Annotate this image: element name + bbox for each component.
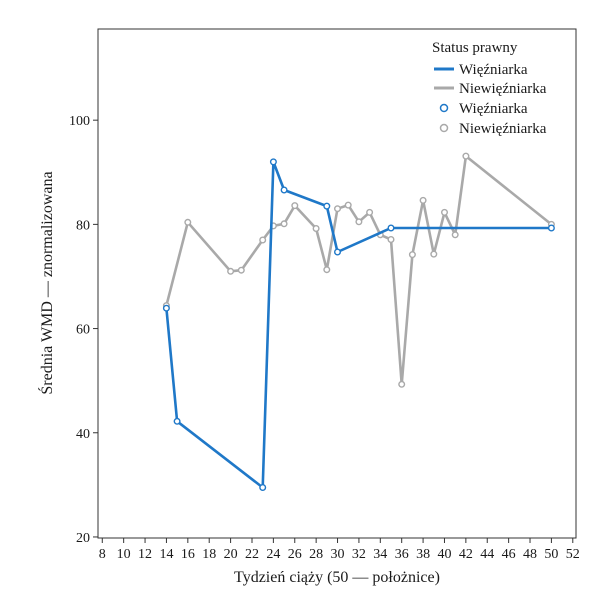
data-point-niewiezniarka (291, 202, 299, 210)
x-tick-label: 10 (117, 547, 131, 562)
x-tick-label: 34 (373, 547, 387, 562)
x-tick-label: 32 (352, 547, 366, 562)
data-point-niewiezniarka (184, 218, 192, 226)
data-point-niewiezniarka (334, 205, 342, 213)
y-axis-title: Średnia WMD — znormalizowana (37, 171, 56, 394)
y-tick-label: 100 (69, 114, 90, 129)
legend: Status prawny Więźniarka Niewięźniarka W… (432, 40, 547, 137)
x-tick-label: 44 (480, 547, 494, 562)
x-tick-label: 20 (224, 547, 238, 562)
data-point-niewiezniarka (237, 266, 245, 274)
data-point-wiezniarka (173, 417, 181, 425)
x-tick-label: 48 (523, 547, 537, 562)
x-tick-label: 26 (288, 547, 302, 562)
x-tick-label: 36 (395, 547, 409, 562)
data-point-niewiezniarka (419, 196, 427, 204)
x-axis-ticks: 8 10 12 14 16 18 20 22 24 26 28 30 32 34 36 38 40 42 44 46 4… (99, 538, 580, 562)
x-tick-label: 50 (544, 547, 558, 562)
plot-area (97, 28, 577, 539)
x-tick-label: 28 (309, 547, 323, 562)
data-point-wiezniarka (269, 158, 277, 166)
x-tick-label: 12 (138, 547, 152, 562)
legend-line-label-niewiezniarka: Niewięźniarka (459, 81, 547, 97)
data-point-niewiezniarka (366, 208, 374, 216)
x-tick-label: 40 (437, 547, 451, 562)
data-point-niewiezniarka (355, 218, 363, 226)
legend-marker-swatch-niewiezniarka (439, 123, 449, 133)
x-tick-label: 18 (202, 547, 216, 562)
data-point-wiezniarka (259, 484, 267, 492)
data-point-niewiezniarka (451, 231, 459, 239)
data-point-niewiezniarka (259, 236, 267, 244)
data-point-wiezniarka (387, 224, 395, 232)
data-point-niewiezniarka (430, 250, 438, 258)
data-point-niewiezniarka (462, 152, 470, 160)
x-tick-label: 22 (245, 547, 259, 562)
legend-line-label-wiezniarka: Więźniarka (459, 62, 528, 78)
data-point-niewiezniarka (312, 224, 320, 232)
series-layer (162, 152, 555, 492)
data-point-wiezniarka (334, 248, 342, 256)
data-point-wiezniarka (280, 186, 288, 194)
x-axis-title: Tydzień ciąży (50 — położnice) (234, 569, 440, 586)
data-point-niewiezniarka (408, 251, 416, 259)
data-point-wiezniarka (323, 202, 331, 210)
data-point-niewiezniarka (227, 267, 235, 275)
legend-marker-swatch-wiezniarka (439, 103, 449, 113)
y-tick-label: 40 (76, 427, 90, 442)
x-tick-label: 16 (181, 547, 195, 562)
x-tick-label: 42 (459, 547, 473, 562)
data-point-wiezniarka (547, 224, 555, 232)
y-tick-label: 20 (76, 531, 90, 546)
data-point-wiezniarka (162, 304, 170, 312)
data-point-niewiezniarka (441, 208, 449, 216)
y-axis-ticks: 20 40 60 80 100 (69, 114, 98, 546)
data-point-niewiezniarka (398, 380, 406, 388)
x-tick-label: 14 (159, 547, 173, 562)
x-tick-label: 46 (502, 547, 516, 562)
legend-title: Status prawny (432, 40, 518, 56)
data-point-niewiezniarka (344, 201, 352, 209)
legend-marker-label-niewiezniarka: Niewięźniarka (459, 121, 547, 137)
legend-marker-label-wiezniarka: Więźniarka (459, 101, 528, 117)
series-line-niewiezniarka (165, 154, 553, 386)
x-tick-label: 52 (566, 547, 580, 562)
data-point-niewiezniarka (323, 266, 331, 274)
x-tick-label: 30 (331, 547, 345, 562)
x-tick-label: 38 (416, 547, 430, 562)
y-tick-label: 60 (76, 323, 90, 338)
y-tick-label: 80 (76, 218, 90, 233)
data-point-niewiezniarka (387, 235, 395, 243)
x-tick-label: 8 (99, 547, 106, 562)
data-point-niewiezniarka (280, 220, 288, 228)
x-tick-label: 24 (266, 547, 280, 562)
